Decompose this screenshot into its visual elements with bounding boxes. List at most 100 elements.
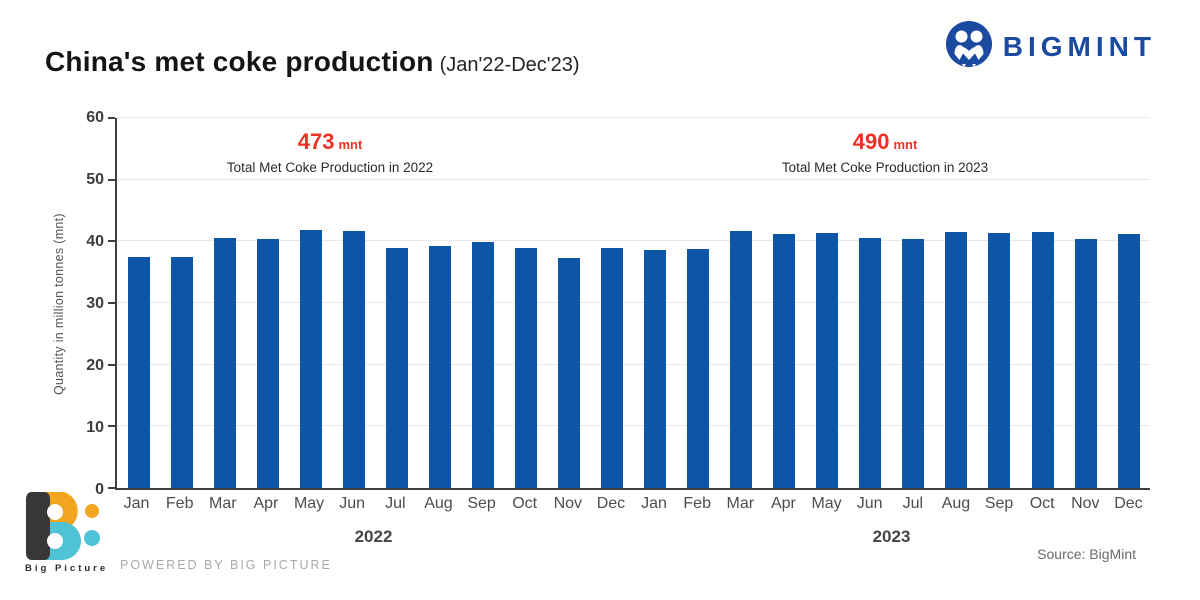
powered-by-text: POWERED BY BIG PICTURE <box>120 558 332 572</box>
bigmint-logo-text: BIGMINT <box>1002 30 1156 62</box>
big-picture-logo <box>22 490 104 567</box>
bar-jun-2023 <box>859 237 882 488</box>
bar-mar-2023 <box>730 230 753 488</box>
bar-aug-2023 <box>945 232 968 488</box>
x-tick-label-mar-2023: Mar <box>726 495 755 512</box>
gridline-20 <box>117 363 1150 365</box>
gridline-40 <box>117 240 1150 242</box>
bar-slot-jul-2023 <box>892 118 935 488</box>
gridline-30 <box>117 302 1150 303</box>
bar-slot-jan-2023 <box>634 118 677 488</box>
annotation-2022: 473 mnt Total Met Coke Production in 2022 <box>160 129 500 175</box>
bar-slot-nov-2023 <box>1064 118 1107 488</box>
page-title: China's met coke production (Jan'22-Dec'2… <box>45 46 579 78</box>
bar-feb-2022 <box>170 256 193 488</box>
y-tick-mark-20 <box>108 363 115 366</box>
bar-dec-2023 <box>1117 233 1140 488</box>
bar-apr-2023 <box>773 233 796 488</box>
x-tick-label-mar-2022: Mar <box>209 495 237 512</box>
bar-slot-apr-2022 <box>246 118 289 488</box>
bar-feb-2023 <box>687 249 710 488</box>
bar-oct-2023 <box>1031 232 1054 488</box>
y-tick-mark-0 <box>108 487 115 489</box>
bar-slot-dec-2022 <box>591 118 634 488</box>
bar-slot-mar-2023 <box>720 118 763 488</box>
y-tick-labels: 0 10 20 30 40 50 60 <box>42 110 104 498</box>
bigmint-logo: BIGMINT <box>945 20 1156 73</box>
y-tick-label-0: 0 <box>95 481 104 498</box>
annotation-2022-value: 473 mnt <box>297 129 363 154</box>
y-tick-label-20: 20 <box>86 357 104 374</box>
x-tick-label-dec-2022: Dec <box>596 495 626 512</box>
annotation-2023-caption: Total Met Coke Production in 2023 <box>781 160 989 175</box>
bar-sep-2023 <box>988 233 1011 488</box>
bar-nov-2023 <box>1074 239 1097 488</box>
bar-slot-may-2022 <box>289 118 332 488</box>
year-label-2023: 2023 <box>872 527 911 546</box>
x-tick-labels: Jan Feb Mar Apr May Jun Jul Aug Sep Oct Nov Dec Jan F… <box>115 495 1150 513</box>
year-label-2022: 2022 <box>354 527 393 546</box>
bar-slot-apr-2023 <box>763 118 806 488</box>
big-picture-logo-text: Big Picture <box>25 563 109 574</box>
bar-slot-jan-2022 <box>117 118 160 488</box>
x-tick-label-sep-2022: Sep <box>467 495 496 512</box>
gridline-10 <box>117 425 1150 427</box>
bar-may-2022 <box>299 230 322 488</box>
x-tick-label-jan-2022: Jan <box>123 495 150 512</box>
y-tick-label-40: 40 <box>86 233 104 250</box>
bar-oct-2022 <box>514 247 537 488</box>
x-tick-label-jul-2023: Jul <box>902 495 924 512</box>
bar-slot-feb-2022 <box>160 118 203 488</box>
y-tick-mark-50 <box>108 178 115 181</box>
y-tick-mark-10 <box>108 425 115 428</box>
bar-slot-dec-2023 <box>1107 118 1150 488</box>
bar-slot-mar-2022 <box>203 118 246 488</box>
x-tick-label-feb-2023: Feb <box>683 495 711 512</box>
gridline-50 <box>117 178 1150 180</box>
x-tick-label-jan-2023: Jan <box>641 495 667 512</box>
bar-jun-2022 <box>342 231 365 488</box>
bar-slot-jul-2022 <box>375 118 418 488</box>
bar-slot-oct-2023 <box>1021 118 1064 488</box>
x-tick-label-may-2022: May <box>293 495 325 512</box>
plot-area <box>108 117 1150 490</box>
x-tick-label-may-2023: May <box>811 495 842 512</box>
y-tick-mark-30 <box>108 302 115 304</box>
x-tick-label-oct-2023: Oct <box>1029 495 1055 512</box>
bar-slot-oct-2022 <box>504 118 547 488</box>
bar-jul-2022 <box>385 248 408 488</box>
x-tick-label-apr-2022: Apr <box>253 495 279 512</box>
bar-sep-2022 <box>471 241 494 488</box>
bar-jan-2023 <box>644 249 667 488</box>
bar-may-2023 <box>816 232 839 488</box>
title-text: China's met coke production <box>45 46 434 77</box>
bar-mar-2022 <box>213 238 236 488</box>
title-date-range: (Jan'22-Dec'23) <box>439 54 580 76</box>
y-tick-mark-40 <box>108 240 115 243</box>
y-tick-label-30: 30 <box>86 295 104 312</box>
gridline-60 <box>117 117 1150 118</box>
bar-slot-sep-2022 <box>461 118 504 488</box>
annotation-2022-caption: Total Met Coke Production in 2022 <box>226 160 434 175</box>
y-tick-mark-60 <box>108 117 115 119</box>
x-tick-label-jul-2022: Jul <box>385 495 406 512</box>
bar-dec-2022 <box>601 248 624 488</box>
x-tick-label-apr-2023: Apr <box>770 495 796 512</box>
bar-jan-2022 <box>127 256 150 488</box>
x-tick-label-oct-2022: Oct <box>512 495 538 512</box>
x-tick-label-dec-2023: Dec <box>1114 495 1143 512</box>
x-tick-label-nov-2023: Nov <box>1071 495 1100 512</box>
annotation-2023: 490 mnt Total Met Coke Production in 2023 <box>715 129 1055 175</box>
x-tick-label-jun-2023: Jun <box>856 495 883 512</box>
bar-aug-2022 <box>428 246 451 488</box>
annotation-2023-value: 490 mnt <box>852 129 918 154</box>
y-tick-label-10: 10 <box>86 419 104 436</box>
bar-slot-jun-2022 <box>332 118 375 488</box>
x-tick-label-jun-2022: Jun <box>339 495 366 512</box>
bar-slot-aug-2022 <box>418 118 461 488</box>
bar-nov-2022 <box>557 257 580 488</box>
bar-apr-2022 <box>256 239 279 488</box>
y-tick-label-60: 60 <box>86 109 104 126</box>
bigmint-logo-icon <box>945 20 993 73</box>
